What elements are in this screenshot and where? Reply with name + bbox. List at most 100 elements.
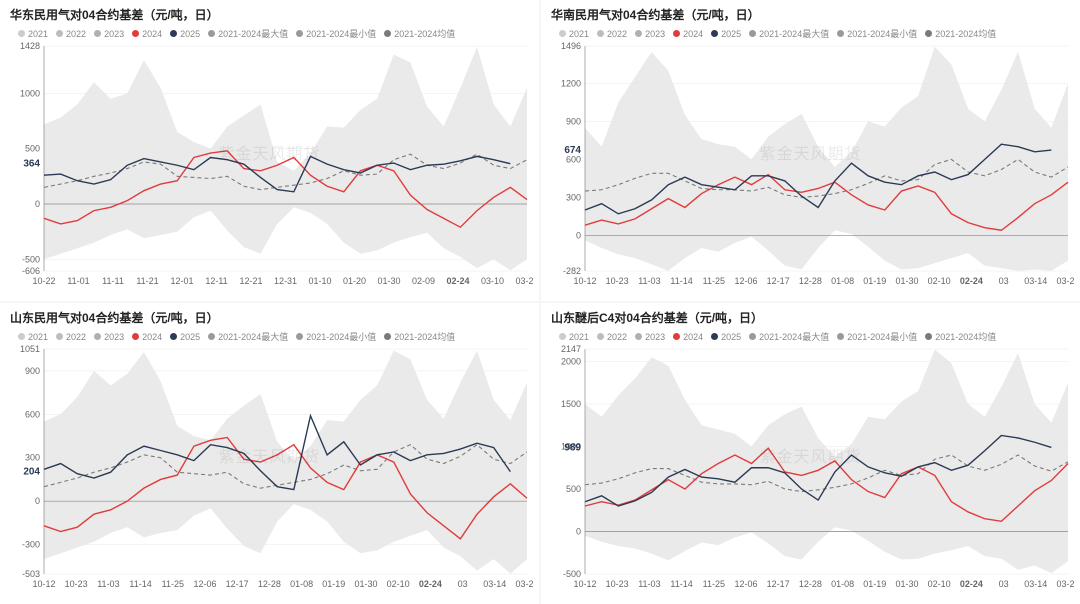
legend-item: 2025: [711, 29, 741, 39]
svg-text:989: 989: [564, 442, 581, 453]
legend-item: 2021-2024最小值: [296, 330, 376, 343]
legend-label: 2024: [683, 29, 703, 39]
svg-text:11-14: 11-14: [129, 579, 151, 589]
legend-dot: [384, 30, 391, 37]
legend-item: 2021-2024均值: [384, 330, 455, 343]
legend-dot: [296, 333, 303, 340]
svg-text:01-30: 01-30: [895, 276, 918, 286]
legend-item: 2021-2024最大值: [208, 330, 288, 343]
legend-label: 2021-2024最大值: [218, 330, 288, 343]
legend-dot: [170, 333, 177, 340]
svg-text:0: 0: [576, 230, 581, 240]
svg-text:03-10: 03-10: [481, 276, 504, 286]
legend: 202120222023202420252021-2024最大值2021-202…: [559, 330, 1074, 343]
svg-text:03: 03: [999, 579, 1009, 589]
legend-item: 2025: [170, 332, 200, 342]
legend-label: 2021: [28, 332, 48, 342]
legend-dot: [56, 333, 63, 340]
legend-item: 2023: [635, 29, 665, 39]
svg-text:01-19: 01-19: [863, 579, 886, 589]
svg-text:03-25: 03-25: [1056, 276, 1074, 286]
panel-shandong-gas: 山东民用气对04合约基差（元/吨，日） 20212022202320242025…: [0, 303, 539, 604]
legend-dot: [837, 333, 844, 340]
svg-text:300: 300: [566, 192, 581, 202]
svg-text:0: 0: [35, 199, 40, 209]
svg-text:-282: -282: [563, 266, 581, 276]
svg-text:12-28: 12-28: [799, 579, 822, 589]
svg-text:11-03: 11-03: [97, 579, 119, 589]
chart-area: 紫金天风期货 -5000500100015002000214710-1210-2…: [547, 345, 1074, 590]
legend-item: 2021-2024最小值: [837, 330, 917, 343]
chart-area: 紫金天风期货 -503-3000300600900105110-1210-231…: [6, 345, 533, 590]
svg-text:12-06: 12-06: [734, 579, 757, 589]
legend-item: 2022: [597, 332, 627, 342]
panel-title: 山东醚后C4对04合约基差（元/吨，日）: [551, 309, 1074, 326]
svg-text:03-14: 03-14: [1024, 579, 1047, 589]
svg-text:2000: 2000: [561, 356, 581, 366]
legend-dot: [673, 30, 680, 37]
svg-text:0: 0: [35, 496, 40, 506]
legend-item: 2024: [132, 29, 162, 39]
legend-dot: [597, 333, 604, 340]
svg-text:11-03: 11-03: [638, 579, 660, 589]
svg-text:10-12: 10-12: [573, 579, 596, 589]
svg-text:1200: 1200: [561, 78, 581, 88]
svg-text:11-21: 11-21: [136, 276, 158, 286]
svg-text:11-14: 11-14: [670, 579, 692, 589]
svg-text:1051: 1051: [20, 345, 40, 354]
svg-text:01-30: 01-30: [895, 579, 918, 589]
svg-text:01-08: 01-08: [290, 579, 313, 589]
svg-text:12-06: 12-06: [734, 276, 757, 286]
svg-text:364: 364: [23, 159, 40, 170]
svg-text:300: 300: [25, 453, 40, 463]
svg-text:1500: 1500: [561, 399, 581, 409]
legend-item: 2021-2024最小值: [837, 27, 917, 40]
panel-huanan: 华南民用气对04合约基差（元/吨，日） 20212022202320242025…: [541, 0, 1080, 301]
legend-dot: [749, 30, 756, 37]
legend-dot: [296, 30, 303, 37]
legend: 202120222023202420252021-2024最大值2021-202…: [18, 27, 533, 40]
legend-dot: [18, 333, 25, 340]
svg-text:03-25: 03-25: [515, 579, 533, 589]
legend-label: 2021-2024最小值: [306, 330, 376, 343]
svg-text:03-14: 03-14: [1024, 276, 1047, 286]
svg-text:03-14: 03-14: [483, 579, 506, 589]
legend-dot: [925, 333, 932, 340]
legend-label: 2021-2024最大值: [759, 27, 829, 40]
svg-text:-300: -300: [22, 540, 40, 550]
legend-label: 2021-2024均值: [394, 330, 455, 343]
legend-label: 2023: [645, 332, 665, 342]
svg-text:11-25: 11-25: [703, 579, 725, 589]
legend-dot: [635, 333, 642, 340]
legend-item: 2021-2024均值: [925, 330, 996, 343]
legend-label: 2024: [683, 332, 703, 342]
svg-text:01-08: 01-08: [831, 276, 854, 286]
legend-label: 2021-2024均值: [394, 27, 455, 40]
svg-text:01-19: 01-19: [863, 276, 886, 286]
legend-label: 2021-2024最小值: [847, 27, 917, 40]
legend-dot: [384, 333, 391, 340]
legend-item: 2021-2024均值: [384, 27, 455, 40]
svg-text:01-08: 01-08: [831, 579, 854, 589]
svg-text:11-25: 11-25: [162, 579, 184, 589]
legend-label: 2022: [607, 29, 627, 39]
svg-text:1428: 1428: [20, 42, 40, 51]
legend-item: 2021: [559, 332, 589, 342]
legend-dot: [56, 30, 63, 37]
legend-dot: [597, 30, 604, 37]
legend-label: 2025: [721, 332, 741, 342]
svg-text:01-19: 01-19: [322, 579, 345, 589]
chart-svg: -28203006009001200149610-1210-2311-0311-…: [547, 42, 1074, 287]
svg-text:-606: -606: [22, 266, 40, 276]
legend-dot: [673, 333, 680, 340]
legend-label: 2021: [28, 29, 48, 39]
legend-label: 2023: [104, 332, 124, 342]
legend-label: 2021: [569, 332, 589, 342]
svg-text:02-10: 02-10: [387, 579, 410, 589]
svg-text:01-30: 01-30: [354, 579, 377, 589]
legend-dot: [635, 30, 642, 37]
svg-text:12-11: 12-11: [205, 276, 227, 286]
panel-shandong-c4: 山东醚后C4对04合约基差（元/吨，日） 2021 2022 2023 2024 202…: [541, 303, 1080, 604]
legend-label: 2023: [645, 29, 665, 39]
svg-text:02-09: 02-09: [412, 276, 435, 286]
